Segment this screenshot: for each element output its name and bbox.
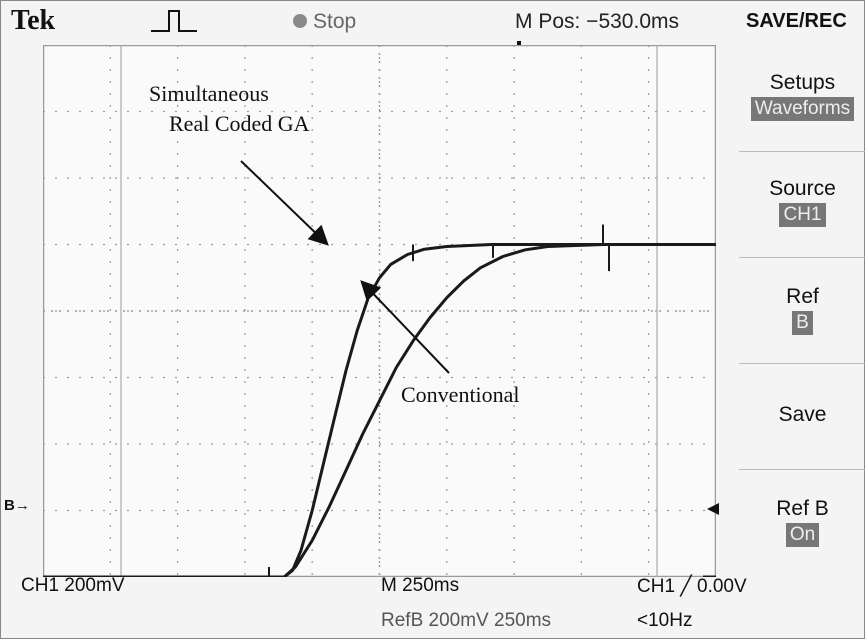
side-menu: Setups Waveforms Source CH1 Ref B Save R… [739,51,865,591]
timebase-readout: M 250ms [381,575,460,596]
status-bar-top: Tek Stop M Pos: −530.0ms SAVE/REC [1,1,865,41]
menu-save-label: Save [778,403,827,426]
menu-setups-value: Waveforms [750,97,855,121]
menu-ref-b[interactable]: Ref B On [739,497,865,547]
trace-simultaneous-ga [43,243,716,577]
menu-setups[interactable]: Setups Waveforms [739,71,865,121]
annotation-conventional: Conventional [401,382,520,407]
horizontal-position-readout: M Pos: −530.0ms [515,10,679,33]
run-state-indicator-icon [293,14,307,28]
trigger-readout: CH1 ╱ 0.00V [637,576,747,597]
trace-conventional [43,243,716,577]
menu-title: SAVE/REC [746,10,847,32]
reference-waveform-readout: RefB 200mV 250ms [381,610,552,631]
menu-divider [739,151,865,152]
run-state-label: Stop [313,10,357,33]
menu-source[interactable]: Source CH1 [739,177,865,227]
menu-ref-b-label: Ref B [776,497,829,520]
annotation-ga: Simultaneous Real Coded GA [149,79,310,139]
waveform-traces [43,224,716,577]
menu-save[interactable]: Save [739,403,865,427]
reference-level-marker: B→ [4,497,30,514]
graticule [43,45,716,577]
menu-source-value: CH1 [779,203,826,227]
menu-ref-b-value: On [785,523,820,547]
menu-source-label: Source [769,177,836,200]
arrow-to-conventional-trace [360,280,450,374]
channel-scale-readout: CH1 200mV [21,575,125,596]
brand-logo: Tek [11,5,56,36]
waveform-display [43,45,716,577]
menu-ref[interactable]: Ref B [739,285,865,335]
menu-ref-value: B [792,311,813,335]
menu-ref-label: Ref [786,285,819,308]
menu-divider [739,469,865,470]
trigger-level-arrow-icon [707,503,719,515]
menu-setups-label: Setups [769,71,836,94]
menu-divider [739,257,865,258]
arrow-to-ga-trace [240,160,329,246]
menu-divider [739,363,865,364]
annotation-ga-line1: Simultaneous [149,81,269,106]
annotation-ga-line2: Real Coded GA [169,111,310,136]
trigger-pulse-icon [151,10,197,32]
trigger-frequency-readout: <10Hz [637,610,693,631]
